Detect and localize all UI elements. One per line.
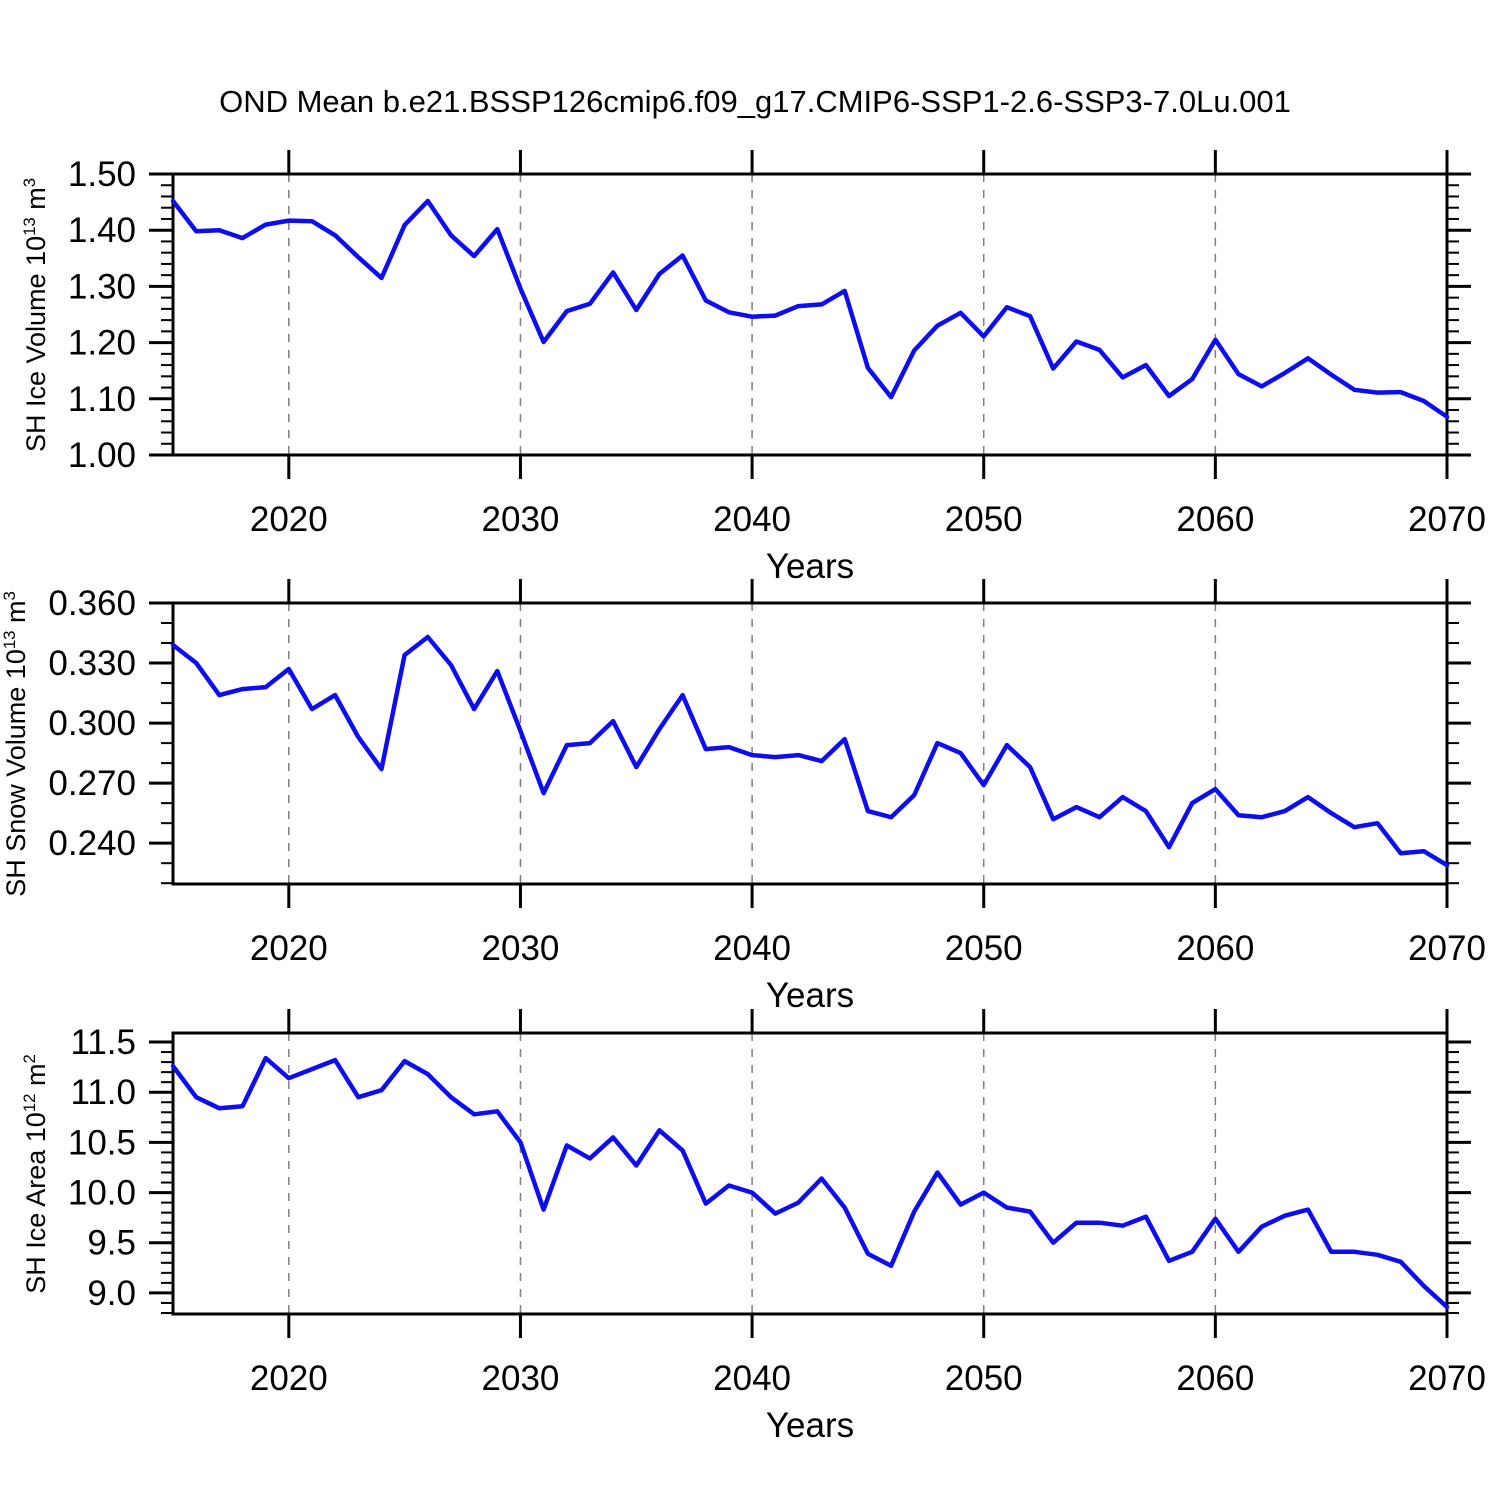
x-tick-label: 2020 bbox=[250, 929, 328, 968]
y-axis-ticks bbox=[149, 172, 1471, 457]
y-tick-label: 0.300 bbox=[48, 704, 136, 743]
y-axis-ticks bbox=[149, 1040, 1471, 1314]
y-tick-labels: 9.0 9.5 10.0 10.5 11.0 11.5 bbox=[68, 1023, 136, 1313]
x-axis-ticks bbox=[287, 150, 1449, 479]
gridlines bbox=[288, 603, 1217, 884]
x-tick-label: 2060 bbox=[1176, 929, 1254, 968]
y-axis-ticks bbox=[149, 601, 1471, 885]
y-tick-label: 1.20 bbox=[68, 324, 136, 363]
x-tick-label: 2060 bbox=[1176, 500, 1254, 539]
chart-title: OND Mean b.e21.BSSP126cmip6.f09_g17.CMIP… bbox=[219, 84, 1291, 119]
y-tick-label: 9.5 bbox=[87, 1224, 136, 1263]
y-tick-label: 0.270 bbox=[48, 764, 136, 803]
y-tick-labels: 1.00 1.10 1.20 1.30 1.40 1.50 bbox=[68, 155, 136, 475]
y-tick-label: 10.5 bbox=[68, 1123, 136, 1162]
x-axis-ticks bbox=[287, 579, 1449, 908]
x-tick-label: 2050 bbox=[945, 500, 1023, 539]
x-tick-label: 2060 bbox=[1176, 1359, 1254, 1398]
x-tick-label: 2050 bbox=[945, 929, 1023, 968]
y-tick-label: 0.360 bbox=[48, 584, 136, 623]
axis-frame bbox=[171, 172, 1449, 457]
x-tick-label: 2020 bbox=[250, 500, 328, 539]
y-tick-label: 1.30 bbox=[68, 267, 136, 306]
x-axis-ticks bbox=[287, 1009, 1449, 1338]
y-tick-label: 1.00 bbox=[68, 436, 136, 475]
data-line-snow-volume bbox=[170, 634, 1450, 868]
x-tick-label: 2030 bbox=[482, 500, 560, 539]
data-line-ice-volume bbox=[170, 198, 1450, 420]
axis-frame bbox=[171, 1031, 1449, 1316]
x-tick-label: 2030 bbox=[482, 929, 560, 968]
x-axis-title: Years bbox=[766, 547, 854, 586]
x-axis-title: Years bbox=[766, 976, 854, 1015]
x-tick-label: 2040 bbox=[713, 500, 791, 539]
x-tick-labels: 2020 2030 2040 2050 2060 2070 bbox=[250, 1359, 1486, 1398]
x-axis-title: Years bbox=[766, 1406, 854, 1445]
y-tick-label: 1.40 bbox=[68, 211, 136, 250]
x-tick-label: 2050 bbox=[945, 1359, 1023, 1398]
y-tick-label: 1.50 bbox=[68, 155, 136, 194]
y-tick-labels: 0.240 0.270 0.300 0.330 0.360 bbox=[48, 584, 136, 863]
y-tick-label: 10.0 bbox=[68, 1174, 136, 1213]
x-tick-label: 2020 bbox=[250, 1359, 328, 1398]
x-tick-labels: 2020 2030 2040 2050 2060 2070 bbox=[250, 929, 1486, 968]
x-tick-label: 2030 bbox=[482, 1359, 560, 1398]
data-line-ice-area bbox=[170, 1055, 1450, 1310]
x-tick-label: 2040 bbox=[713, 1359, 791, 1398]
y-tick-label: 1.10 bbox=[68, 380, 136, 419]
panel-snow-volume: 0.240 0.270 0.300 0.330 0.360 2020 2030 2040 205… bbox=[48, 579, 1486, 1015]
y-tick-label: 11.0 bbox=[70, 1073, 136, 1112]
x-tick-label: 2070 bbox=[1408, 929, 1486, 968]
x-tick-label: 2070 bbox=[1408, 1359, 1486, 1398]
y-tick-label: 9.0 bbox=[87, 1274, 136, 1313]
x-tick-label: 2070 bbox=[1408, 500, 1486, 539]
y-tick-label: 0.330 bbox=[48, 644, 136, 683]
panel-ice-volume: 1.00 1.10 1.20 1.30 1.40 1.50 2020 2030 2040 2050… bbox=[68, 150, 1486, 586]
x-tick-label: 2040 bbox=[713, 929, 791, 968]
x-tick-labels: 2020 2030 2040 2050 2060 2070 bbox=[250, 500, 1486, 539]
y-tick-label: 0.240 bbox=[48, 824, 136, 863]
y-tick-label: 11.5 bbox=[70, 1023, 136, 1062]
